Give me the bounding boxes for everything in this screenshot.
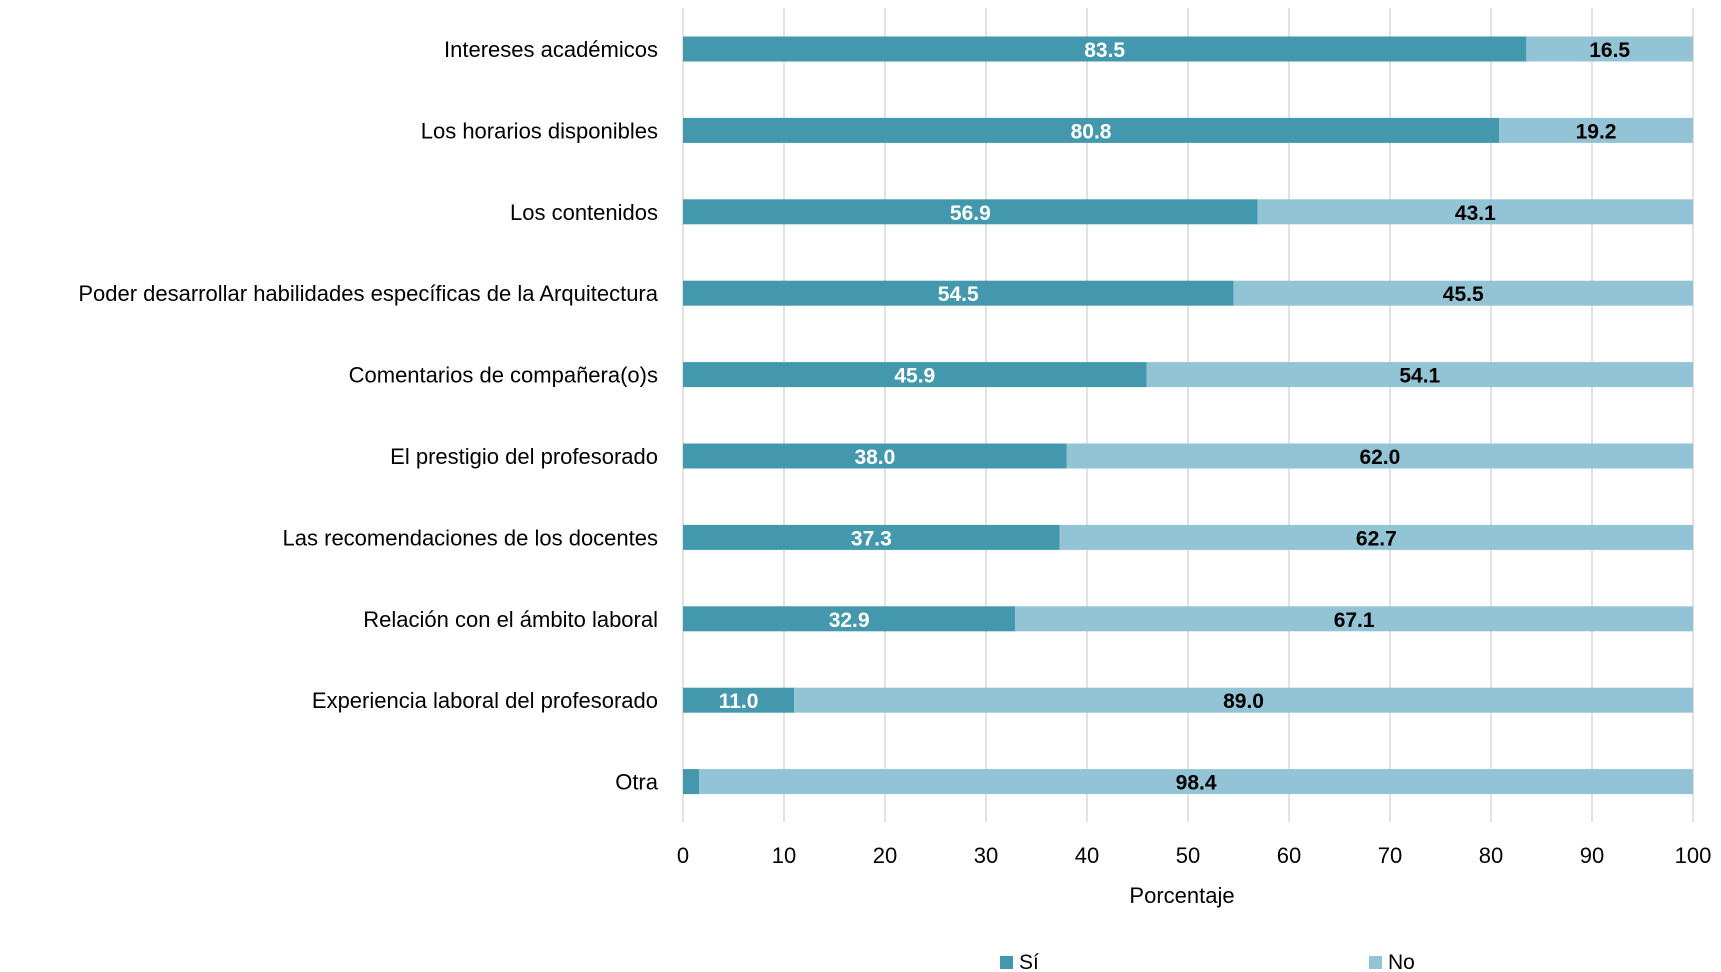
legend-swatch (1000, 956, 1013, 969)
bar-no (1499, 117, 1693, 143)
bar-no (1146, 362, 1693, 388)
bar-si (683, 443, 1067, 469)
x-tick-label: 90 (1580, 843, 1604, 868)
category-label: Los horarios disponibles (421, 118, 658, 143)
bar-si (683, 36, 1527, 62)
bar-no (1066, 443, 1693, 469)
data-label: 45.5 (1443, 283, 1484, 306)
data-label: 45.9 (894, 365, 935, 388)
data-label: 89.0 (1223, 690, 1264, 713)
data-label: 83.5 (1084, 39, 1125, 62)
data-label: 80.8 (1071, 120, 1112, 143)
data-label: 19.2 (1576, 120, 1617, 143)
x-tick-label: 60 (1277, 843, 1301, 868)
bars: 83.5 16.5 80.8 19.2 56.9 43.1 54.5 45.5 45.9 54.1… (683, 36, 1693, 795)
category-labels: Intereses académicos Los horarios disponi… (78, 37, 658, 795)
x-tick-label: 30 (974, 843, 998, 868)
x-axis-title: Porcentaje (1129, 883, 1234, 908)
data-label: 62.0 (1359, 446, 1400, 469)
category-label: Experiencia laboral del profesorado (312, 688, 658, 713)
category-label: Las recomendaciones de los docentes (283, 525, 658, 550)
x-tick-label: 70 (1378, 843, 1402, 868)
legend: Sí No (1000, 951, 1415, 972)
bar-no (1059, 524, 1693, 550)
bar-no (699, 769, 1693, 795)
x-tick-label: 50 (1176, 843, 1200, 868)
data-label: 67.1 (1334, 609, 1375, 632)
bar-si (683, 687, 795, 713)
data-label: 38.0 (854, 446, 895, 469)
bar-si (683, 199, 1258, 225)
bar-no (1526, 36, 1693, 62)
category-label: Comentarios de compañera(o)s (349, 363, 658, 388)
data-label: 98.4 (1176, 772, 1217, 795)
data-label: 43.1 (1455, 202, 1496, 225)
x-tick-label: 10 (772, 843, 796, 868)
x-tick-label: 0 (677, 843, 689, 868)
data-label: 11.0 (719, 690, 759, 713)
data-label: 62.7 (1356, 527, 1397, 550)
x-tick-label: 100 (1675, 843, 1712, 868)
bar-si (683, 280, 1234, 306)
x-axis-ticks: 0 10 20 30 40 50 60 70 80 90 100 (677, 843, 1711, 868)
legend-swatch (1369, 956, 1382, 969)
bar-si (683, 524, 1060, 550)
x-tick-label: 40 (1075, 843, 1099, 868)
legend-label: Sí (1019, 951, 1039, 972)
gridlines (682, 8, 1694, 822)
x-tick-label: 80 (1479, 843, 1503, 868)
legend-label: No (1388, 951, 1415, 972)
x-tick-label: 20 (873, 843, 897, 868)
category-label: Intereses académicos (444, 37, 658, 62)
category-label: Poder desarrollar habilidades específica… (78, 281, 658, 306)
bar-no (1233, 280, 1693, 306)
bar-si (683, 362, 1147, 388)
bar-si (683, 769, 700, 795)
bar-si (683, 117, 1500, 143)
data-label: 56.9 (950, 202, 991, 225)
category-label: Los contenidos (510, 200, 658, 225)
bar-no (1015, 606, 1693, 632)
bar-si (683, 606, 1016, 632)
data-label: 16.5 (1589, 39, 1630, 62)
data-label: 54.1 (1399, 365, 1440, 388)
category-label: Relación con el ámbito laboral (363, 607, 658, 632)
data-label: 37.3 (851, 527, 892, 550)
category-label: Otra (615, 770, 659, 795)
data-label: 54.5 (938, 283, 979, 306)
bar-no (794, 687, 1693, 713)
bar-no (1257, 199, 1693, 225)
category-label: El prestigio del profesorado (390, 444, 658, 469)
data-label: 32.9 (829, 609, 870, 632)
